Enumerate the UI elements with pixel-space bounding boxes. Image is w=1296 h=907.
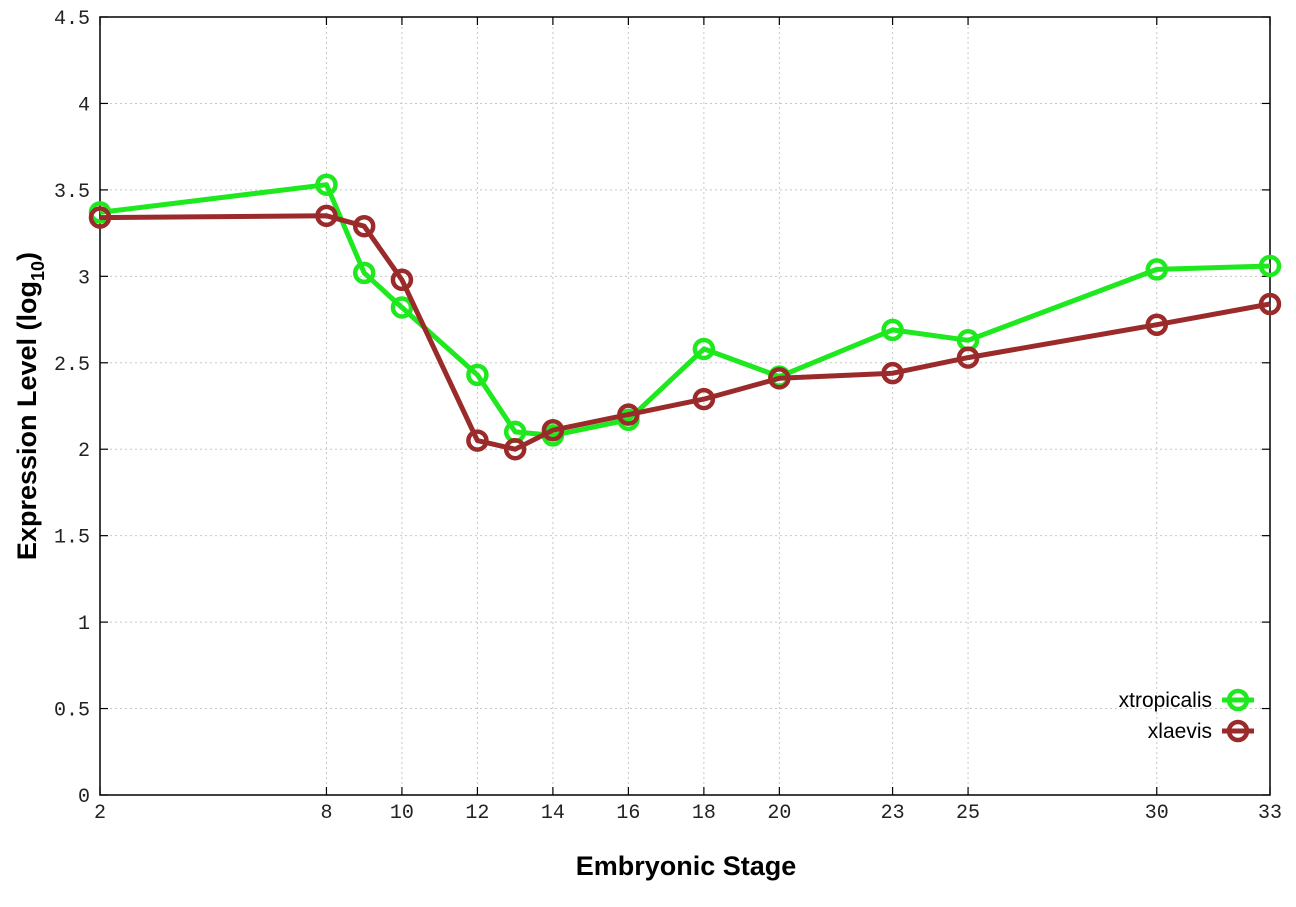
data-point (692, 387, 716, 411)
plot-frame (99, 16, 1271, 796)
data-point (390, 296, 414, 319)
legend-swatch-marker (1226, 688, 1250, 712)
grid-lines (100, 17, 1270, 795)
series-xlaevis (88, 204, 1282, 461)
data-point (352, 214, 376, 238)
y-tick-label: 3 (78, 267, 90, 290)
x-tick-label: 23 (881, 802, 905, 825)
y-tick-label: 1 (78, 613, 90, 636)
x-axis-title: Embryonic Stage (576, 851, 797, 881)
y-tick-label: 1.5 (54, 527, 90, 550)
x-tick-label: 12 (465, 802, 489, 825)
y-axis-title-subscript: 10 (28, 261, 48, 281)
x-tick-label: 30 (1145, 802, 1169, 825)
x-tick-label: 25 (956, 802, 980, 825)
series-layer (88, 173, 1282, 461)
y-axis-title-main: Expression Level (log (12, 281, 42, 560)
x-tick-label: 16 (616, 802, 640, 825)
data-point (466, 429, 489, 452)
series-line (99, 182, 1271, 438)
legend-label: xlaevis (1148, 720, 1212, 743)
legend-item-xlaevis: xlaevis (1148, 719, 1254, 743)
y-tick-label: 4 (78, 94, 90, 117)
data-point (881, 361, 904, 385)
y-tick-label: 4.5 (54, 8, 90, 31)
data-point (1145, 313, 1169, 336)
series-line (99, 213, 1271, 452)
x-tick-label: 8 (320, 802, 332, 825)
x-tick-label: 20 (767, 802, 791, 825)
y-axis-title: Expression Level (log10) (12, 252, 48, 560)
data-point (315, 204, 338, 228)
y-tick-label: 2 (78, 440, 90, 463)
data-point (503, 437, 527, 461)
data-point (352, 261, 376, 285)
y-axis-ticks: 0 0.5 1 1.5 2 2.5 3 3.5 4 4.5 (54, 8, 1270, 809)
y-tick-label: 2.5 (54, 354, 90, 377)
data-point (1145, 258, 1169, 281)
data-point (692, 337, 716, 361)
data-point (88, 206, 112, 229)
x-axis-ticks: 2 8 10 12 14 16 18 20 23 25 30 33 (94, 17, 1282, 825)
x-tick-label: 33 (1258, 802, 1282, 825)
x-tick-label: 2 (94, 802, 106, 825)
data-point (1258, 254, 1282, 278)
y-axis-title-close: ) (12, 252, 42, 261)
data-point (956, 346, 980, 369)
y-tick-label: 0 (78, 786, 90, 809)
x-tick-label: 14 (541, 802, 565, 825)
y-tick-label: 3.5 (54, 181, 90, 204)
legend-label: xtropicalis (1119, 689, 1212, 712)
y-tick-label: 0.5 (54, 700, 90, 723)
data-point (541, 418, 565, 442)
data-point (768, 367, 791, 390)
data-point (466, 363, 489, 387)
data-point (315, 173, 338, 196)
x-tick-label: 10 (390, 802, 414, 825)
data-point (881, 318, 904, 342)
legend: xtropicalis xlaevis (1119, 688, 1254, 743)
legend-swatch-marker (1226, 719, 1250, 743)
legend-item-xtropicalis: xtropicalis (1119, 688, 1254, 712)
data-point (1258, 292, 1282, 316)
x-tick-label: 18 (692, 802, 716, 825)
data-point (390, 268, 414, 292)
data-point (617, 403, 640, 426)
